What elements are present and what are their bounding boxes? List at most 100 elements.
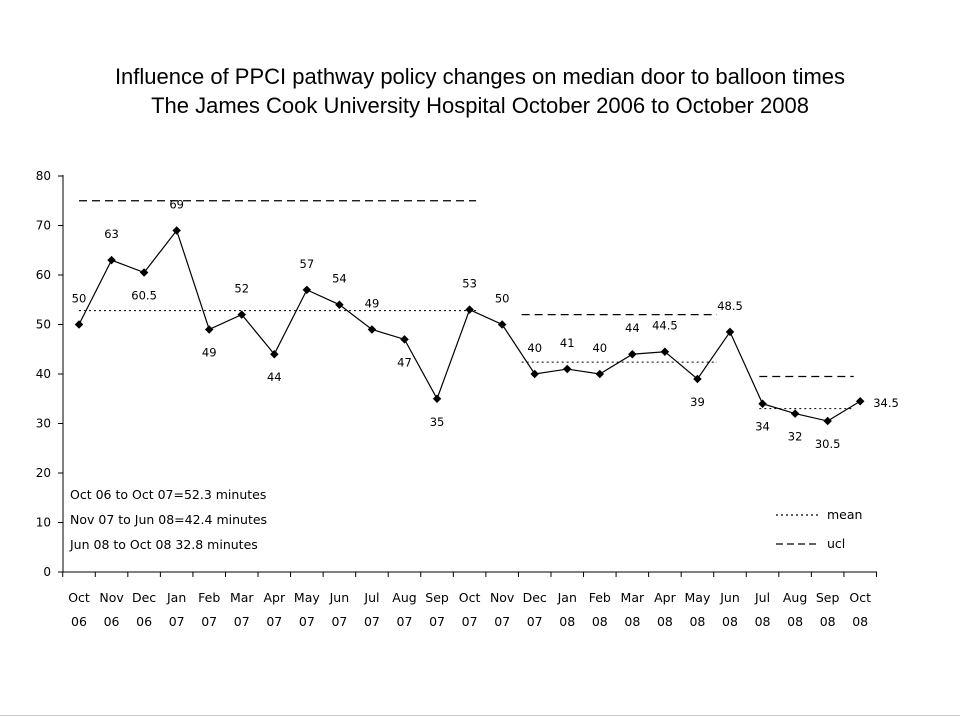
- legend-ucl-label: ucl: [827, 536, 845, 551]
- data-label: 30.5: [815, 437, 841, 451]
- data-label: 48.5: [717, 299, 743, 313]
- data-point: [172, 226, 181, 235]
- chart-title-block: Influence of PPCI pathway policy changes…: [0, 62, 960, 120]
- x-tick-label-month: Dec: [132, 590, 156, 605]
- y-tick-label: 0: [43, 565, 51, 579]
- data-point: [465, 305, 474, 314]
- x-tick-label-month: May: [685, 590, 711, 605]
- x-tick-label-year: 06: [104, 614, 120, 629]
- data-label: 47: [397, 355, 412, 369]
- x-tick-label-year: 08: [852, 614, 868, 629]
- y-tick-label: 30: [36, 417, 51, 431]
- data-point: [432, 394, 442, 403]
- x-tick-label-month: Nov: [99, 590, 124, 605]
- x-tick-label-month: Sep: [425, 590, 449, 605]
- data-point: [758, 399, 767, 408]
- data-point: [139, 268, 149, 277]
- x-tick-label-year: 07: [299, 614, 315, 629]
- data-point: [823, 416, 832, 426]
- annotation-text: Nov 07 to Jun 08=42.4 minutes: [70, 512, 267, 527]
- y-tick-label: 50: [36, 318, 51, 332]
- data-point: [628, 349, 637, 359]
- y-tick-label: 80: [36, 169, 51, 183]
- x-tick-label-year: 07: [429, 614, 445, 629]
- legend-mean-label: mean: [827, 507, 862, 522]
- x-tick-label-year: 08: [559, 614, 575, 629]
- chart-subtitle: The James Cook University Hospital Octob…: [151, 93, 809, 118]
- x-tick-label-month: May: [294, 590, 320, 605]
- x-tick-label-year: 07: [266, 614, 282, 629]
- data-point: [204, 325, 214, 334]
- data-point: [400, 335, 409, 344]
- x-tick-label-year: 07: [462, 614, 478, 629]
- x-tick-label-year: 07: [169, 614, 185, 629]
- data-point: [725, 327, 735, 337]
- x-tick-label-month: Jan: [557, 590, 577, 605]
- x-tick-label-year: 08: [820, 614, 836, 629]
- data-label: 34.5: [873, 396, 899, 410]
- data-point: [74, 320, 84, 329]
- data-point: [693, 374, 702, 384]
- x-tick-label-year: 07: [527, 614, 543, 629]
- x-tick-label-month: Nov: [490, 590, 515, 605]
- x-tick-label-month: Dec: [523, 590, 547, 605]
- x-tick-label-year: 08: [624, 614, 640, 629]
- x-tick-label-month: Oct: [68, 590, 90, 605]
- data-point: [302, 285, 312, 295]
- chart-title: Influence of PPCI pathway policy changes…: [114, 64, 846, 89]
- x-tick-label-month: Feb: [589, 590, 611, 605]
- x-tick-label-month: Aug: [783, 590, 807, 605]
- data-label: 44: [625, 321, 640, 335]
- x-tick-label-year: 07: [201, 614, 217, 629]
- series-line: [78, 229, 861, 422]
- x-tick-label-month: Oct: [849, 590, 871, 605]
- x-tick-label-month: Jul: [363, 590, 379, 605]
- x-tick-label-year: 08: [657, 614, 673, 629]
- data-label: 40: [527, 341, 542, 355]
- data-label: 49: [202, 345, 217, 359]
- x-tick-label-year: 07: [364, 614, 380, 629]
- data-label: 49: [365, 296, 380, 310]
- data-label: 52: [234, 282, 249, 296]
- data-point: [335, 300, 344, 309]
- data-point: [107, 255, 116, 265]
- y-tick-label: 60: [36, 268, 51, 282]
- data-label: 63: [104, 227, 119, 241]
- x-tick-label-month: Feb: [198, 590, 220, 605]
- data-label: 50: [72, 292, 87, 306]
- x-tick-label-month: Jun: [329, 590, 350, 605]
- data-label: 60.5: [131, 289, 157, 303]
- data-label: 54: [332, 272, 347, 286]
- data-point: [367, 325, 377, 334]
- x-tick-label-month: Jan: [166, 590, 186, 605]
- data-label: 44: [267, 370, 282, 384]
- x-tick-label-year: 07: [397, 614, 413, 629]
- data-point: [530, 369, 539, 379]
- x-tick-label-year: 08: [592, 614, 608, 629]
- x-tick-label-year: 06: [136, 614, 152, 629]
- x-tick-label-month: Oct: [459, 590, 481, 605]
- y-tick-label: 70: [36, 219, 51, 233]
- data-point: [563, 364, 572, 374]
- y-tick-label: 20: [36, 466, 51, 480]
- data-label: 69: [169, 197, 184, 211]
- data-point: [855, 396, 865, 406]
- x-tick-label-month: Apr: [263, 590, 285, 605]
- data-point: [237, 310, 246, 319]
- data-point: [595, 369, 605, 379]
- x-tick-label-year: 07: [234, 614, 250, 629]
- x-tick-label-year: 07: [331, 614, 347, 629]
- data-label: 44.5: [652, 319, 678, 333]
- x-tick-label-year: 08: [755, 614, 771, 629]
- x-tick-label-month: Aug: [392, 590, 416, 605]
- data-point: [270, 349, 279, 359]
- data-label: 53: [462, 277, 477, 291]
- data-label: 40: [592, 341, 607, 355]
- data-point: [790, 409, 800, 418]
- x-tick-label-year: 07: [494, 614, 510, 629]
- data-label: 39: [690, 395, 705, 409]
- bottom-divider: [0, 715, 960, 716]
- x-tick-label-year: 06: [71, 614, 87, 629]
- x-tick-label-year: 08: [722, 614, 738, 629]
